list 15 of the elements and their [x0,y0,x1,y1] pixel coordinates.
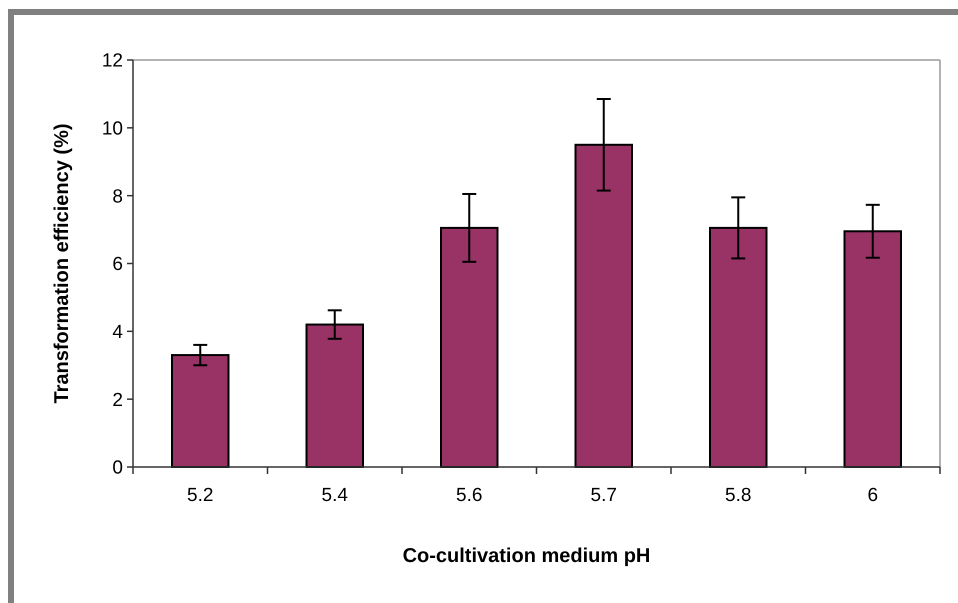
y-tick-label: 0 [112,458,123,479]
y-tick-label: 6 [112,254,123,276]
y-axis-title: Transformation efficiency (%) [51,123,73,404]
x-axis-title: Co-cultivation medium pH [402,545,650,567]
y-tick-label: 4 [112,322,124,343]
x-tick-label: 6 [867,485,878,506]
x-tick-label: 5.2 [187,485,214,506]
y-tick-label: 12 [102,50,123,72]
x-tick-label: 5.4 [322,485,348,506]
x-tick-label: 5.8 [725,485,752,506]
y-tick-label: 10 [102,118,123,140]
x-tick-label: 5.6 [456,485,482,506]
y-tick-label: 8 [112,186,123,208]
y-tick-label: 2 [112,390,123,411]
x-tick-label: 5.7 [590,485,617,506]
